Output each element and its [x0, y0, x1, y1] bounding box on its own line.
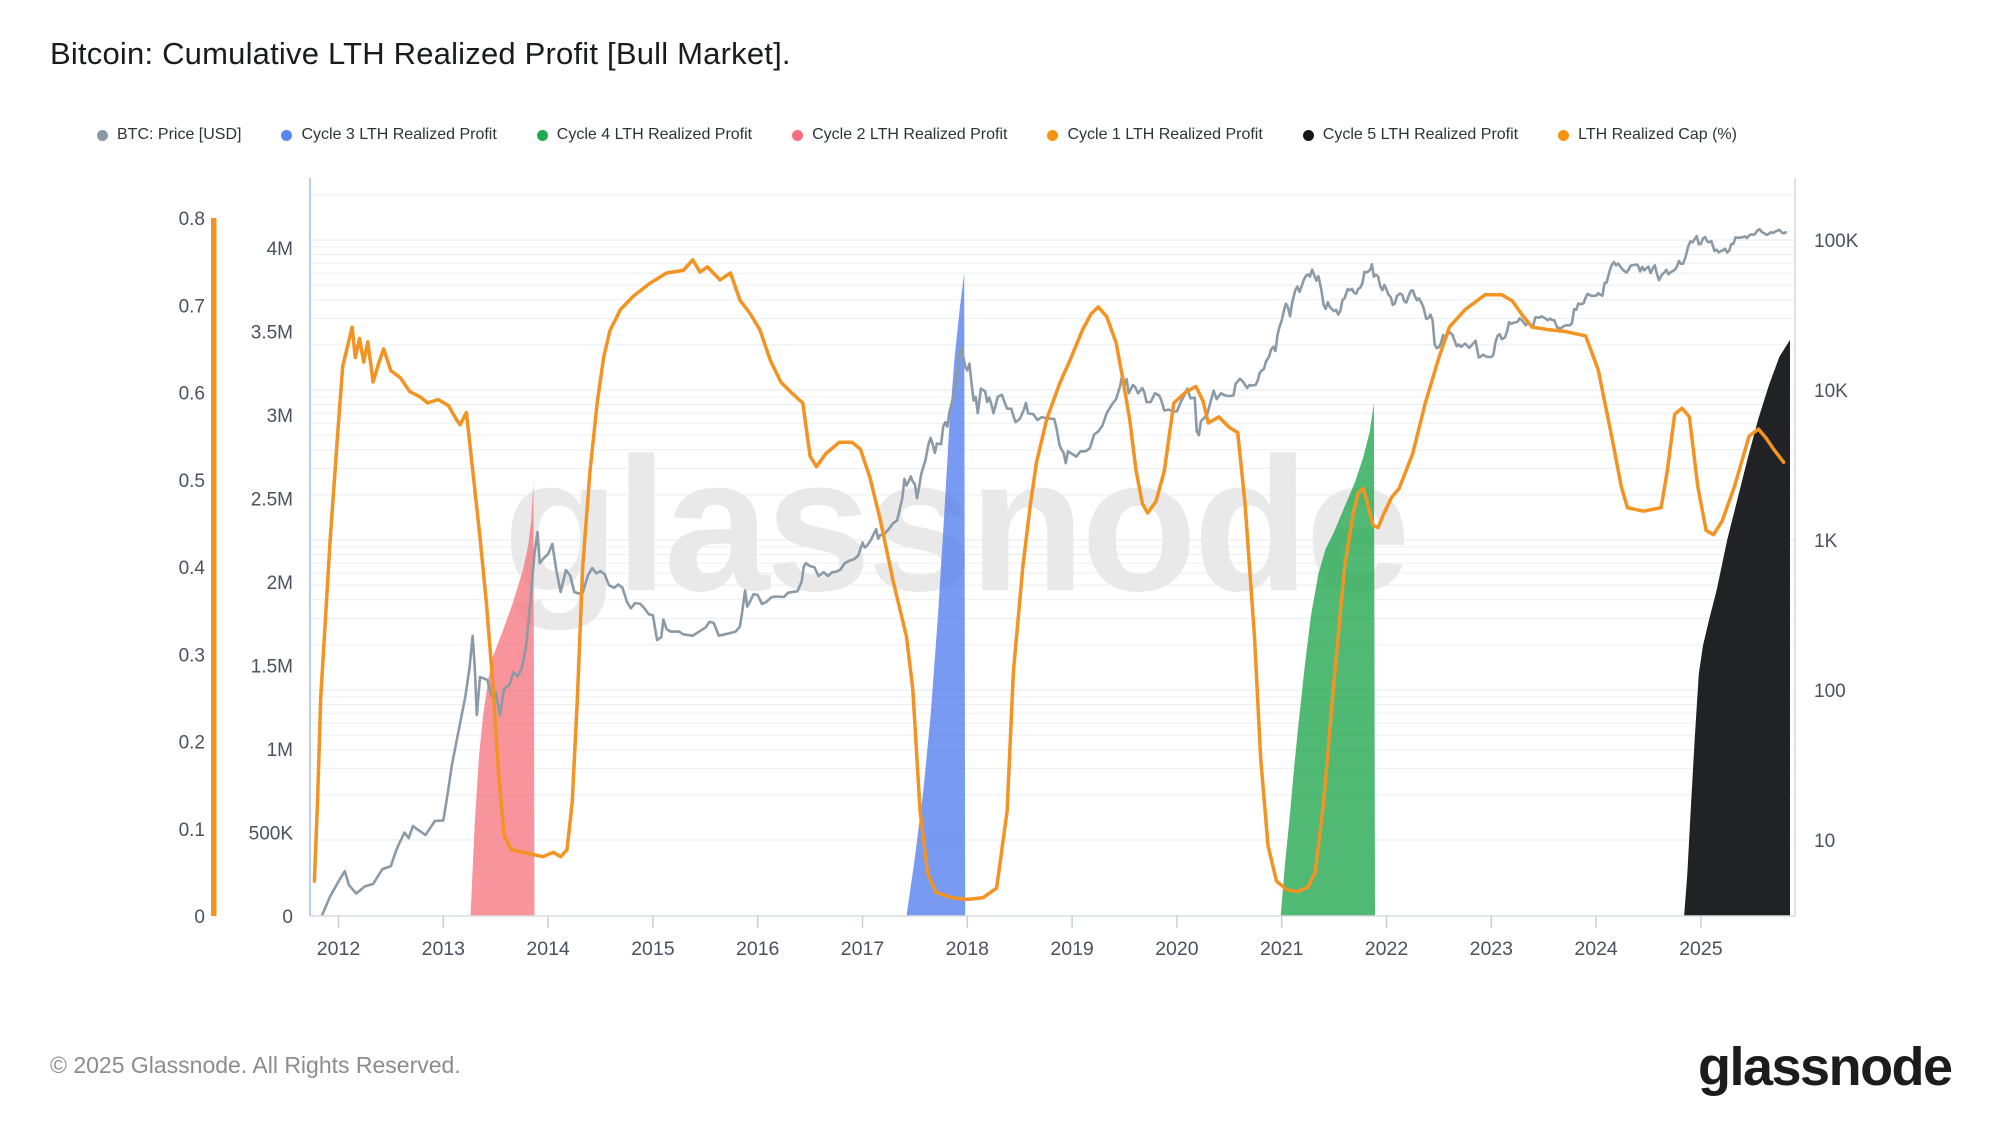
legend-item-cycle-3-lth-realized-profit[interactable]: Cycle 3 LTH Realized Profit: [281, 126, 497, 144]
legend-dot-icon: [1302, 129, 1314, 141]
price-axis-tick-label: 100: [1814, 681, 1846, 702]
legend-dot-icon: [281, 129, 293, 141]
x-axis-year-label: 2014: [526, 938, 570, 960]
series-lth-realized-cap-line: [312, 258, 1786, 902]
legend-dot-icon: [792, 129, 804, 141]
legend: BTC: Price [USD] Cycle 3 LTH Realized Pro…: [97, 126, 1737, 144]
x-axis-year-label: 2022: [1365, 938, 1408, 960]
x-axis-year-label: 2015: [631, 938, 675, 960]
legend-dot-icon: [97, 129, 108, 141]
pct-axis-indicator-bar: [211, 218, 217, 916]
profit-axis-tick-label: 1.5M: [251, 657, 293, 678]
legend-item-label: Cycle 1 LTH Realized Profit: [1067, 126, 1263, 143]
legend-item-cycle-2-lth-realized-profit[interactable]: Cycle 2 LTH Realized Profit: [792, 126, 1007, 144]
x-axis-year-label: 2018: [946, 938, 989, 960]
legend-item-btc-price-usd[interactable]: BTC: Price [USD]: [97, 126, 241, 144]
legend-item-label: LTH Realized Cap (%): [1578, 126, 1737, 143]
profit-axis-tick-label: 3M: [267, 406, 293, 427]
profit-axis-tick-label: 1M: [267, 740, 293, 761]
pct-axis-tick-label: 0: [194, 907, 205, 928]
x-axis-year-label: 2019: [1050, 938, 1093, 960]
price-axis-tick-label: 10: [1814, 831, 1835, 852]
x-axis-year-label: 2013: [422, 938, 465, 960]
profit-axis-tick-label: 4M: [267, 239, 293, 260]
x-axis-year-label: 2017: [841, 938, 884, 960]
series-cycle-3-lth-realized-profit-area: [906, 273, 966, 916]
x-axis-year-label: 2021: [1260, 938, 1303, 960]
pct-axis-tick-label: 0.4: [179, 558, 206, 579]
profit-axis-tick-label: 0: [282, 907, 293, 928]
legend-item-lth-realized-cap[interactable]: LTH Realized Cap (%): [1558, 126, 1737, 144]
price-axis-tick-label: 10K: [1814, 381, 1848, 402]
legend-item-label: Cycle 2 LTH Realized Profit: [812, 126, 1008, 143]
legend-item-label: Cycle 4 LTH Realized Profit: [556, 126, 753, 143]
pct-axis-tick-label: 0.1: [179, 820, 205, 841]
legend-item-cycle-5-lth-realized-profit[interactable]: Cycle 5 LTH Realized Profit: [1302, 126, 1519, 144]
profit-axis-tick-label: 500K: [249, 824, 294, 845]
x-axis-year-label: 2016: [736, 938, 779, 960]
series-btc-price-usd-line: [311, 227, 1788, 916]
legend-item-cycle-4-lth-realized-profit[interactable]: Cycle 4 LTH Realized Profit: [536, 126, 753, 144]
pct-axis-tick-label: 0.5: [179, 471, 205, 492]
profit-axis-tick-label: 2.5M: [251, 490, 293, 511]
pct-axis-tick-label: 0.6: [179, 384, 205, 405]
pct-axis-tick-label: 0.7: [179, 296, 205, 317]
price-axis-tick-label: 100K: [1814, 231, 1859, 252]
pct-axis-tick-label: 0.8: [179, 209, 205, 230]
legend-dot-icon: [536, 129, 548, 141]
legend-item-label: BTC: Price [USD]: [117, 126, 242, 143]
pct-axis-tick-label: 0.2: [179, 733, 205, 754]
footer-copyright: © 2025 Glassnode. All Rights Reserved.: [50, 1052, 461, 1078]
legend-dot-icon: [1047, 129, 1059, 141]
x-axis-year-label: 2025: [1679, 938, 1723, 960]
legend-dot-icon: [1558, 129, 1570, 141]
legend-item-label: Cycle 5 LTH Realized Profit: [1322, 126, 1519, 143]
x-axis-year-label: 2012: [317, 938, 360, 960]
pct-axis-tick-label: 0.3: [179, 645, 205, 666]
legend-item-cycle-1-lth-realized-profit[interactable]: Cycle 1 LTH Realized Profit: [1047, 126, 1263, 144]
profit-axis-tick-label: 2M: [267, 573, 293, 594]
price-axis-tick-label: 1K: [1814, 531, 1838, 552]
x-axis-year-label: 2023: [1470, 938, 1513, 960]
glassnode-logo: glassnode: [1698, 1037, 1953, 1097]
page-title: Bitcoin: Cumulative LTH Realized Profit …: [50, 36, 791, 71]
profit-axis-tick-label: 3.5M: [251, 323, 293, 344]
x-axis-year-label: 2020: [1155, 938, 1199, 960]
series-cycle-5-lth-realized-profit-area: [1684, 339, 1790, 916]
x-axis-year-label: 2024: [1574, 938, 1618, 960]
legend-item-label: Cycle 3 LTH Realized Profit: [301, 126, 497, 143]
